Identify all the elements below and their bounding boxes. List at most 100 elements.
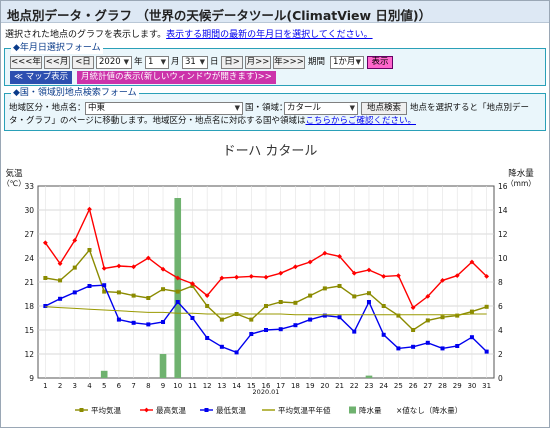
period-select-value: 1か月 bbox=[333, 57, 356, 67]
series-point bbox=[308, 293, 313, 298]
series-point bbox=[469, 309, 474, 314]
series-point bbox=[337, 315, 342, 320]
x-tick: 11 bbox=[188, 382, 197, 390]
series-point bbox=[190, 281, 195, 286]
x-tick: 24 bbox=[379, 382, 388, 390]
y-right-label: 降水量 bbox=[508, 168, 534, 179]
series-point bbox=[410, 305, 416, 310]
y-right-tick: 0 bbox=[498, 374, 503, 383]
x-tick: 31 bbox=[482, 382, 491, 390]
series-point bbox=[455, 344, 460, 348]
series-point bbox=[102, 289, 107, 294]
intro-plain: 選択された地点のグラフを表示します。 bbox=[5, 30, 167, 40]
prev-month-button[interactable]: <<月 bbox=[44, 56, 70, 69]
series-point bbox=[440, 315, 445, 320]
x-axis-label: 2020.01 bbox=[253, 388, 280, 396]
y-left-label: 気温 bbox=[5, 168, 23, 179]
prev-day-button[interactable]: <日 bbox=[72, 56, 94, 69]
series-point bbox=[190, 316, 195, 320]
series-point bbox=[352, 329, 357, 334]
chart-title: ドーハ カタール bbox=[223, 144, 318, 159]
show-button[interactable]: 表示 bbox=[367, 56, 393, 69]
series-point bbox=[366, 267, 372, 273]
series-point bbox=[57, 261, 63, 266]
legend-label: ×値なし（降水量） bbox=[396, 405, 462, 415]
series-point bbox=[469, 335, 474, 340]
search-form: ◆国・領域別地点検索フォーム 地域区分・地点名： 中東 ▼ 国・領域： カタール ▼… bbox=[4, 88, 546, 131]
legend-label: 平均気温平年値 bbox=[278, 405, 331, 415]
next-month-button[interactable]: 月>> bbox=[245, 56, 271, 69]
map-view-button[interactable]: ≪ マップ表示 bbox=[10, 71, 73, 84]
series-point bbox=[116, 290, 121, 295]
search-form-legend: ◆国・領域別地点検索フォーム bbox=[11, 88, 139, 99]
region-select[interactable]: 中東 ▼ bbox=[85, 102, 243, 115]
search-desc-2: タ・グラフ」のページに移動します。地域区分・地点名に対応する国や領域はこちらから… bbox=[9, 115, 416, 128]
series-point bbox=[381, 332, 386, 337]
year-unit: 年 bbox=[134, 57, 143, 67]
x-tick: 7 bbox=[131, 382, 135, 390]
series-point bbox=[146, 322, 151, 327]
series-point bbox=[440, 346, 445, 351]
prev-year-button[interactable]: <<<年 bbox=[10, 56, 42, 69]
series-point bbox=[175, 300, 180, 304]
series-point bbox=[425, 294, 431, 299]
period-label: 期間 bbox=[308, 57, 326, 67]
next-year-button[interactable]: 年>>> bbox=[273, 56, 305, 69]
period-select[interactable]: 1か月 ▼ bbox=[330, 56, 364, 69]
monthly-stats-button[interactable]: 月統計値の表示(新しいウィンドウが開きます)>> bbox=[77, 71, 276, 84]
station-search-button[interactable]: 地点検索 bbox=[361, 102, 407, 115]
x-tick: 6 bbox=[117, 382, 122, 390]
series-point bbox=[322, 286, 327, 291]
legend-marker bbox=[79, 408, 84, 412]
year-select-value: 2020 bbox=[99, 57, 121, 67]
series-point bbox=[425, 340, 430, 345]
month-select[interactable]: 1 ▼ bbox=[145, 56, 169, 69]
series-point bbox=[484, 274, 490, 279]
y-left-tick: 30 bbox=[24, 206, 34, 215]
search-desc-2-text: タ・グラフ」のページに移動します。地域区分・地点名に対応する国や領域は bbox=[9, 116, 306, 126]
month-select-value: 1 bbox=[148, 57, 154, 67]
x-tick: 21 bbox=[335, 382, 344, 390]
day-select-value: 31 bbox=[185, 57, 196, 67]
x-tick: 25 bbox=[394, 382, 403, 390]
series-point bbox=[175, 289, 180, 294]
x-tick: 16 bbox=[262, 382, 271, 390]
day-select[interactable]: 31 ▼ bbox=[182, 56, 208, 69]
series-point bbox=[455, 313, 460, 318]
x-tick: 30 bbox=[467, 382, 476, 390]
series-point bbox=[131, 264, 137, 270]
y-right-unit: （mm） bbox=[506, 179, 536, 188]
series-point bbox=[161, 287, 166, 292]
series-point bbox=[160, 266, 166, 272]
country-list-link[interactable]: こちらからご確認ください。 bbox=[305, 116, 416, 126]
series-point bbox=[293, 323, 298, 328]
series-point bbox=[102, 283, 107, 288]
region-select-value: 中東 bbox=[88, 103, 106, 113]
series-point bbox=[366, 291, 371, 296]
country-label: 国・領域： bbox=[245, 103, 288, 113]
series-point bbox=[278, 300, 283, 304]
series-point bbox=[131, 320, 136, 325]
date-form-legend: ◆年月日選択フォーム bbox=[11, 43, 103, 54]
y-left-tick: 21 bbox=[24, 278, 34, 287]
series-point bbox=[101, 266, 107, 271]
country-select[interactable]: カタール ▼ bbox=[284, 102, 358, 115]
legend-marker bbox=[144, 407, 149, 413]
next-day-button[interactable]: 日> bbox=[221, 56, 243, 69]
precip-bar bbox=[365, 375, 373, 378]
series-point bbox=[322, 250, 328, 256]
year-select[interactable]: 2020 ▼ bbox=[96, 56, 132, 69]
series-point bbox=[219, 344, 224, 349]
intro-link[interactable]: 表示する期間の最新の年月日を選択してください。 bbox=[166, 30, 373, 40]
series-point bbox=[131, 293, 136, 298]
series-point bbox=[249, 317, 254, 322]
series-point bbox=[161, 320, 166, 324]
year-dropdown-icon: ▼ bbox=[123, 58, 129, 66]
x-tick: 1 bbox=[43, 382, 47, 390]
month-unit: 月 bbox=[171, 57, 180, 67]
y-left-tick: 33 bbox=[24, 182, 34, 191]
y-right-tick: 12 bbox=[498, 230, 508, 239]
series-point bbox=[204, 293, 210, 298]
series-point bbox=[248, 274, 254, 279]
series-point bbox=[42, 240, 48, 246]
